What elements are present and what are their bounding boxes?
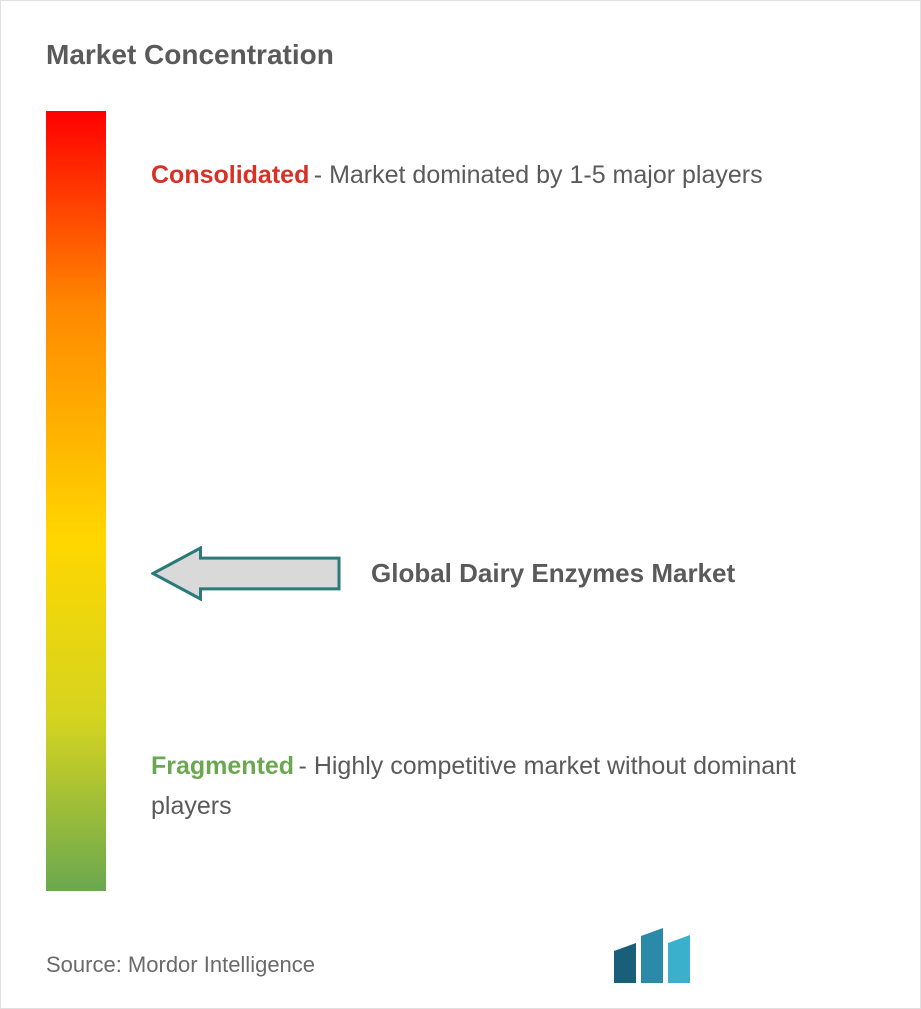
consolidated-label: Consolidated (151, 161, 309, 189)
page-title: Market Concentration (46, 39, 334, 71)
consolidated-description: - Market dominated by 1-5 major players (314, 161, 763, 189)
market-pointer-block: Global Dairy Enzymes Market (151, 546, 880, 601)
consolidated-block: Consolidated - Market dominated by 1-5 m… (151, 161, 880, 190)
market-label: Global Dairy Enzymes Market (371, 558, 735, 589)
fragmented-block: Fragmented - Highly competitive market w… (151, 746, 880, 826)
concentration-gradient-bar (46, 111, 106, 891)
left-arrow-icon (151, 546, 341, 601)
mordor-logo-icon (614, 928, 690, 983)
fragmented-label: Fragmented (151, 752, 294, 780)
infographic-container: Market Concentration Consolidated - Mark… (0, 0, 921, 1009)
source-attribution: Source: Mordor Intelligence (46, 952, 315, 978)
